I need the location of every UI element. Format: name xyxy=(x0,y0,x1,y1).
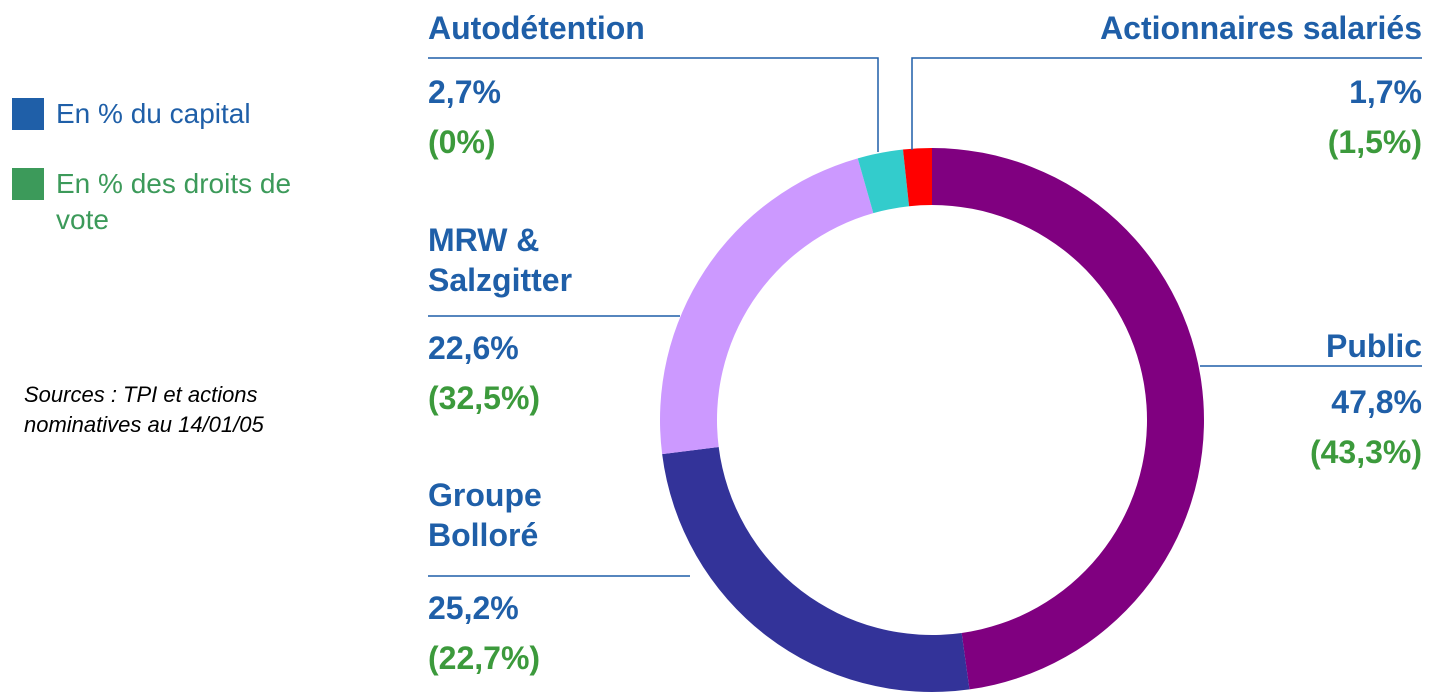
legend-item: En % du capital xyxy=(12,96,332,132)
capital-label: 25,2% xyxy=(428,590,519,626)
leader-line xyxy=(428,57,879,152)
voting-label: (1,5%) xyxy=(1327,124,1422,160)
legend-label: En % du capital xyxy=(56,98,251,129)
donut-slice xyxy=(857,149,910,214)
category-label: Actionnaires salariés xyxy=(1100,10,1422,46)
donut-slice xyxy=(659,158,874,455)
voting-label: (32,5%) xyxy=(428,380,541,416)
donut-slice xyxy=(662,446,970,692)
capital-label: 1,7% xyxy=(1349,74,1422,110)
legend-item: En % des droits de vote xyxy=(12,166,332,238)
voting-label: (22,7%) xyxy=(428,640,541,676)
donut-slice xyxy=(903,148,932,207)
capital-label: 47,8% xyxy=(1331,384,1422,420)
capital-label: 22,6% xyxy=(428,330,519,366)
voting-label: (43,3%) xyxy=(1309,434,1422,470)
source-note: Sources : TPI et actions nominatives au … xyxy=(24,382,264,437)
category-label: Groupe Bolloré xyxy=(428,477,542,553)
category-label: Autodétention xyxy=(428,10,645,46)
voting-label: (0%) xyxy=(428,124,496,160)
legend-label: En % des droits de vote xyxy=(56,168,292,235)
donut-slice xyxy=(932,148,1204,690)
legend-swatch xyxy=(12,98,44,130)
legend-swatch xyxy=(12,168,44,200)
category-label: Public xyxy=(1325,328,1422,364)
leader-line xyxy=(911,57,1422,150)
category-label: MRW & Salzgitter xyxy=(428,222,573,298)
capital-label: 2,7% xyxy=(428,74,501,110)
